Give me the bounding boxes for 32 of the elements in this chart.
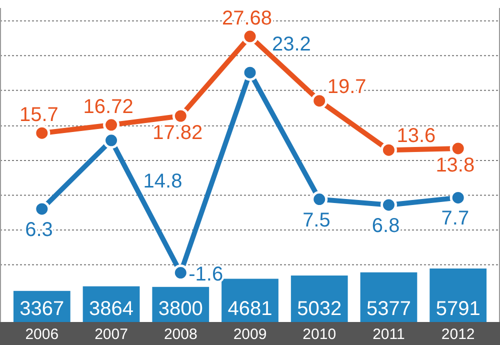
data-label: 19.7 [327,76,366,98]
data-label: 6.8 [372,214,400,237]
bar [430,268,487,322]
data-label: 4681 [228,298,272,320]
x-tick-label: 2012 [441,326,475,343]
x-tick-label: 2011 [372,326,405,343]
data-label: 3800 [158,298,203,320]
data-label: 5377 [366,298,411,320]
x-tick-label: 2010 [302,326,336,343]
data-label: 5032 [297,298,342,320]
point [311,92,328,110]
data-label: 17.82 [152,122,203,144]
data-label: 3864 [89,298,134,320]
data-label: 13.6 [396,125,436,148]
x-tick-label: 2008 [164,326,198,343]
data-label: 23.2 [272,34,311,56]
data-label: -1.6 [188,263,224,286]
data-label: 15.7 [20,104,58,126]
data-label: 14.8 [143,170,182,192]
bar [360,272,418,322]
data-label: 3367 [20,298,64,320]
data-label: 7.5 [302,209,330,232]
bar [290,276,348,322]
data-label: 27.68 [222,7,272,30]
data-label: 6.3 [25,218,53,241]
x-tick-label: 2007 [94,326,128,343]
x-tick-label: 2009 [233,326,267,343]
x-tick-label: 2006 [25,326,59,343]
data-label: 13.8 [436,154,475,176]
data-label: 5791 [436,298,480,320]
data-label: 16.72 [83,96,134,118]
data-label: 7.7 [441,208,470,230]
